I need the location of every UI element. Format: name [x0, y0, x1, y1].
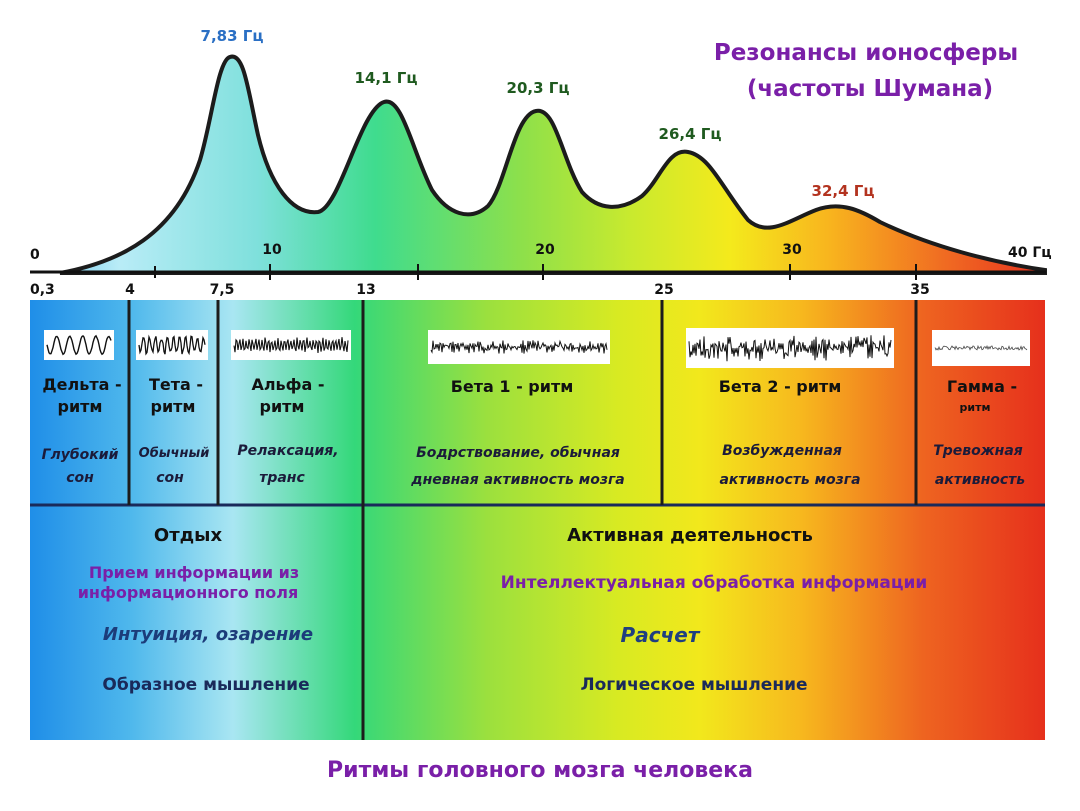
alpha-state-1: Релаксация, — [237, 443, 339, 459]
active-info: Интеллектуальная обработка информации — [500, 573, 928, 593]
peak-label-2: 14,1 Гц — [354, 69, 418, 87]
footer-title: Ритмы головного мозга человека — [327, 758, 753, 783]
active-title: Активная деятельность — [567, 525, 813, 546]
peak-label-1: 7,83 Гц — [200, 27, 264, 45]
hz-tick-40: 40 Гц — [1008, 245, 1052, 261]
gamma-name-2: ритм — [959, 401, 991, 414]
hz-tick-30: 30 — [782, 242, 802, 258]
beta2-name: Бета 2 - ритм — [718, 377, 842, 396]
activity-panel — [30, 505, 1045, 740]
active-thinking: Логическое мышление — [580, 675, 808, 695]
alpha-name-2: ритм — [259, 397, 305, 416]
gamma-state-2: активность — [934, 472, 1026, 488]
band-tick-7-5: 7,5 — [209, 282, 235, 298]
rest-thinking: Образное мышление — [102, 675, 310, 695]
peak-label-5: 32,4 Гц — [811, 182, 875, 200]
alpha-name-1: Альфа - — [251, 375, 325, 394]
peak-label-4: 26,4 Гц — [658, 125, 722, 143]
eeg-samples — [44, 328, 1030, 368]
band-tick-25: 25 — [654, 282, 674, 298]
theta-state-1: Обычный — [138, 446, 210, 461]
delta-name-2: ритм — [57, 397, 103, 416]
schumann-title-line1: Резонансы ионосферы — [713, 40, 1019, 66]
band-dividers — [127, 300, 918, 740]
rest-intuition: Интуиция, озарение — [102, 624, 314, 645]
band-tick-35: 35 — [910, 282, 930, 298]
alpha-state-2: транс — [259, 470, 305, 486]
beta1-state-2: дневная активность мозга — [411, 472, 625, 488]
gamma-name-1: Гамма - — [946, 377, 1018, 396]
hz-tick-20: 20 — [535, 242, 555, 258]
band-tick-4: 4 — [125, 282, 135, 298]
peak-label-3: 20,3 Гц — [506, 79, 570, 97]
hz-axis-ticks — [154, 264, 917, 280]
gamma-state-1: Тревожная — [933, 443, 1023, 459]
theta-name-2: ритм — [150, 397, 196, 416]
theta-name-1: Тета - — [148, 375, 204, 394]
resonance-curve — [59, 54, 1047, 275]
schumann-title-line2: (частоты Шумана) — [746, 76, 994, 102]
beta2-state-1: Возбужденная — [722, 443, 842, 459]
hz-tick-0: 0 — [30, 247, 40, 263]
active-calc: Расчет — [620, 623, 700, 647]
band-tick-13: 13 — [356, 282, 376, 298]
beta1-name: Бета 1 - ритм — [450, 377, 574, 396]
band-tick-0-3: 0,3 — [30, 282, 55, 298]
theta-state-2: сон — [156, 470, 184, 486]
hz-tick-10: 10 — [262, 242, 282, 258]
rest-info-1: Прием информации из — [88, 563, 300, 582]
delta-state-1: Глубокий — [41, 447, 119, 463]
beta2-state-2: активность мозга — [719, 472, 861, 488]
rest-info-2: информационного поля — [77, 583, 299, 602]
delta-name-1: Дельта - — [42, 375, 122, 394]
beta1-state-1: Бодрствование, обычная — [416, 445, 620, 461]
rest-title: Отдых — [153, 525, 223, 546]
delta-state-2: сон — [66, 470, 94, 486]
